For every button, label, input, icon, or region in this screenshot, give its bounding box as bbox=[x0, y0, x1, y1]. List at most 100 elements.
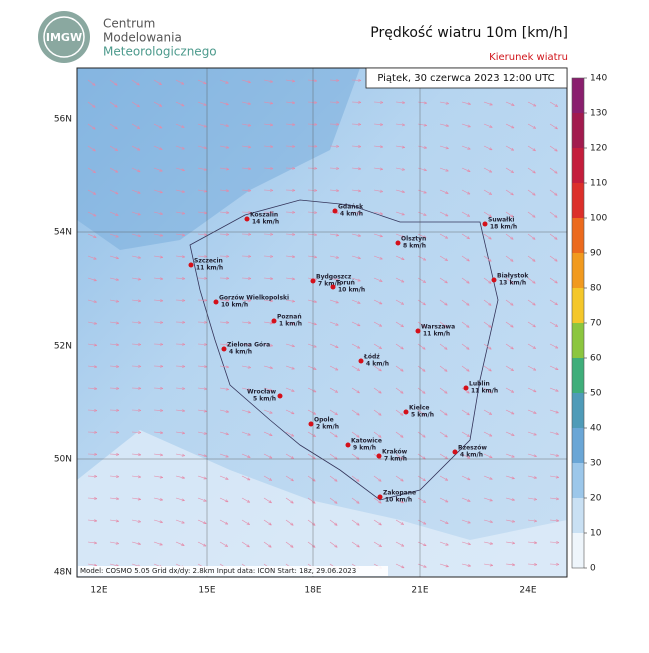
city-name: Opole bbox=[314, 417, 334, 424]
city-marker bbox=[453, 450, 458, 455]
city-wind: 18 km/h bbox=[490, 224, 517, 231]
colorbar-label: 80 bbox=[590, 284, 602, 294]
city-name: Łódź bbox=[363, 354, 380, 361]
colorbar-label: 50 bbox=[590, 389, 602, 399]
city-wind: 4 km/h bbox=[229, 349, 252, 356]
colorbar-segment bbox=[572, 428, 584, 463]
city-name: Gdańsk bbox=[338, 204, 364, 211]
city-name: Olsztyn bbox=[401, 236, 426, 243]
city-name: Koszalin bbox=[250, 212, 278, 219]
city-name: Warszawa bbox=[421, 324, 455, 331]
city-marker bbox=[483, 222, 488, 227]
city-wind: 4 km/h bbox=[460, 452, 483, 459]
city-wind: 10 km/h bbox=[385, 497, 412, 504]
colorbar-segment bbox=[572, 358, 584, 393]
city-name: Toruń bbox=[336, 280, 355, 287]
lat-label: 48N bbox=[54, 568, 72, 578]
city-marker bbox=[331, 285, 336, 290]
city-name: Katowice bbox=[351, 438, 382, 445]
logo-line: Modelowania bbox=[103, 31, 182, 45]
colorbar-label: 120 bbox=[590, 144, 607, 154]
city-wind: 2 km/h bbox=[316, 424, 339, 431]
city-wind: 4 km/h bbox=[366, 361, 389, 368]
city-wind: 10 km/h bbox=[338, 287, 365, 294]
city-marker bbox=[404, 410, 409, 415]
city-name: Poznań bbox=[277, 314, 302, 321]
city-marker bbox=[222, 347, 227, 352]
city-name: Gorzów Wielkopolski bbox=[219, 295, 289, 302]
colorbar-segment bbox=[572, 533, 584, 568]
lon-label: 24E bbox=[519, 586, 536, 596]
title: Prędkość wiatru 10m [km/h] bbox=[370, 25, 568, 41]
city-marker bbox=[416, 329, 421, 334]
city-name: Wrocław bbox=[247, 389, 276, 396]
colorbar-segment bbox=[572, 183, 584, 218]
colorbar-label: 140 bbox=[590, 74, 607, 84]
colorbar-label: 10 bbox=[590, 529, 602, 539]
colorbar-segment bbox=[572, 393, 584, 428]
city-name: Rzeszów bbox=[458, 445, 487, 452]
colorbar-segment bbox=[572, 288, 584, 323]
city-marker bbox=[214, 300, 219, 305]
colorbar-segment bbox=[572, 498, 584, 533]
city-wind: 8 km/h bbox=[403, 243, 426, 250]
lon-label: 12E bbox=[90, 586, 107, 596]
city-wind: 13 km/h bbox=[499, 280, 526, 287]
lat-label: 54N bbox=[54, 228, 72, 238]
colorbar-label: 90 bbox=[590, 249, 602, 259]
colorbar-label: 30 bbox=[590, 459, 602, 469]
colorbar-segment bbox=[572, 463, 584, 498]
city-wind: 5 km/h bbox=[253, 396, 276, 403]
lat-label: 52N bbox=[54, 342, 72, 352]
city-wind: 1 km/h bbox=[279, 321, 302, 328]
city-name: Kielce bbox=[409, 405, 429, 412]
city-marker bbox=[311, 279, 316, 284]
lat-label: 50N bbox=[54, 455, 72, 465]
colorbar-segment bbox=[572, 78, 584, 113]
city-marker bbox=[272, 319, 277, 324]
map: Piątek, 30 czerwca 2023 12:00 UTC Model:… bbox=[54, 68, 567, 596]
city-name: Lublin bbox=[469, 381, 490, 388]
city-marker bbox=[189, 263, 194, 268]
valid-time: Piątek, 30 czerwca 2023 12:00 UTC bbox=[377, 73, 554, 84]
city-name: Kraków bbox=[382, 449, 408, 456]
city-marker bbox=[396, 241, 401, 246]
colorbar-segment bbox=[572, 148, 584, 183]
colorbar-segment bbox=[572, 218, 584, 253]
colorbar-label: 100 bbox=[590, 214, 607, 224]
lon-label: 15E bbox=[198, 586, 215, 596]
logo-line: Centrum bbox=[103, 17, 155, 31]
colorbar-label: 60 bbox=[590, 354, 602, 364]
colorbar-label: 20 bbox=[590, 494, 602, 504]
lon-label: 18E bbox=[304, 586, 321, 596]
city-marker bbox=[333, 209, 338, 214]
colorbar-label: 40 bbox=[590, 424, 602, 434]
logo-badge: IMGW bbox=[46, 31, 82, 44]
colorbar-segment bbox=[572, 253, 584, 288]
city-marker bbox=[245, 217, 250, 222]
logo-line: Meteorologicznego bbox=[103, 45, 217, 59]
colorbar-label: 110 bbox=[590, 179, 607, 189]
city-wind: 14 km/h bbox=[252, 219, 279, 226]
colorbar-segment bbox=[572, 323, 584, 358]
city-wind: 9 km/h bbox=[353, 445, 376, 452]
colorbar-label: 130 bbox=[590, 109, 607, 119]
city-marker bbox=[377, 454, 382, 459]
city-marker bbox=[359, 359, 364, 364]
city-name: Zakopane bbox=[383, 490, 416, 497]
lon-label: 21E bbox=[411, 586, 428, 596]
city-marker bbox=[492, 278, 497, 283]
city-wind: 11 km/h bbox=[423, 331, 450, 338]
city-name: Szczecin bbox=[194, 258, 223, 265]
city-wind: 10 km/h bbox=[221, 302, 248, 309]
subtitle: Kierunek wiatru bbox=[489, 52, 568, 63]
city-wind: 11 km/h bbox=[471, 388, 498, 395]
city-wind: 4 km/h bbox=[340, 211, 363, 218]
city-wind: 11 km/h bbox=[196, 265, 223, 272]
city-marker bbox=[309, 422, 314, 427]
model-info: Model: COSMO 5.05 Grid dx/dy: 2.8km Inpu… bbox=[80, 567, 356, 575]
colorbar-segment bbox=[572, 113, 584, 148]
lat-label: 56N bbox=[54, 115, 72, 125]
